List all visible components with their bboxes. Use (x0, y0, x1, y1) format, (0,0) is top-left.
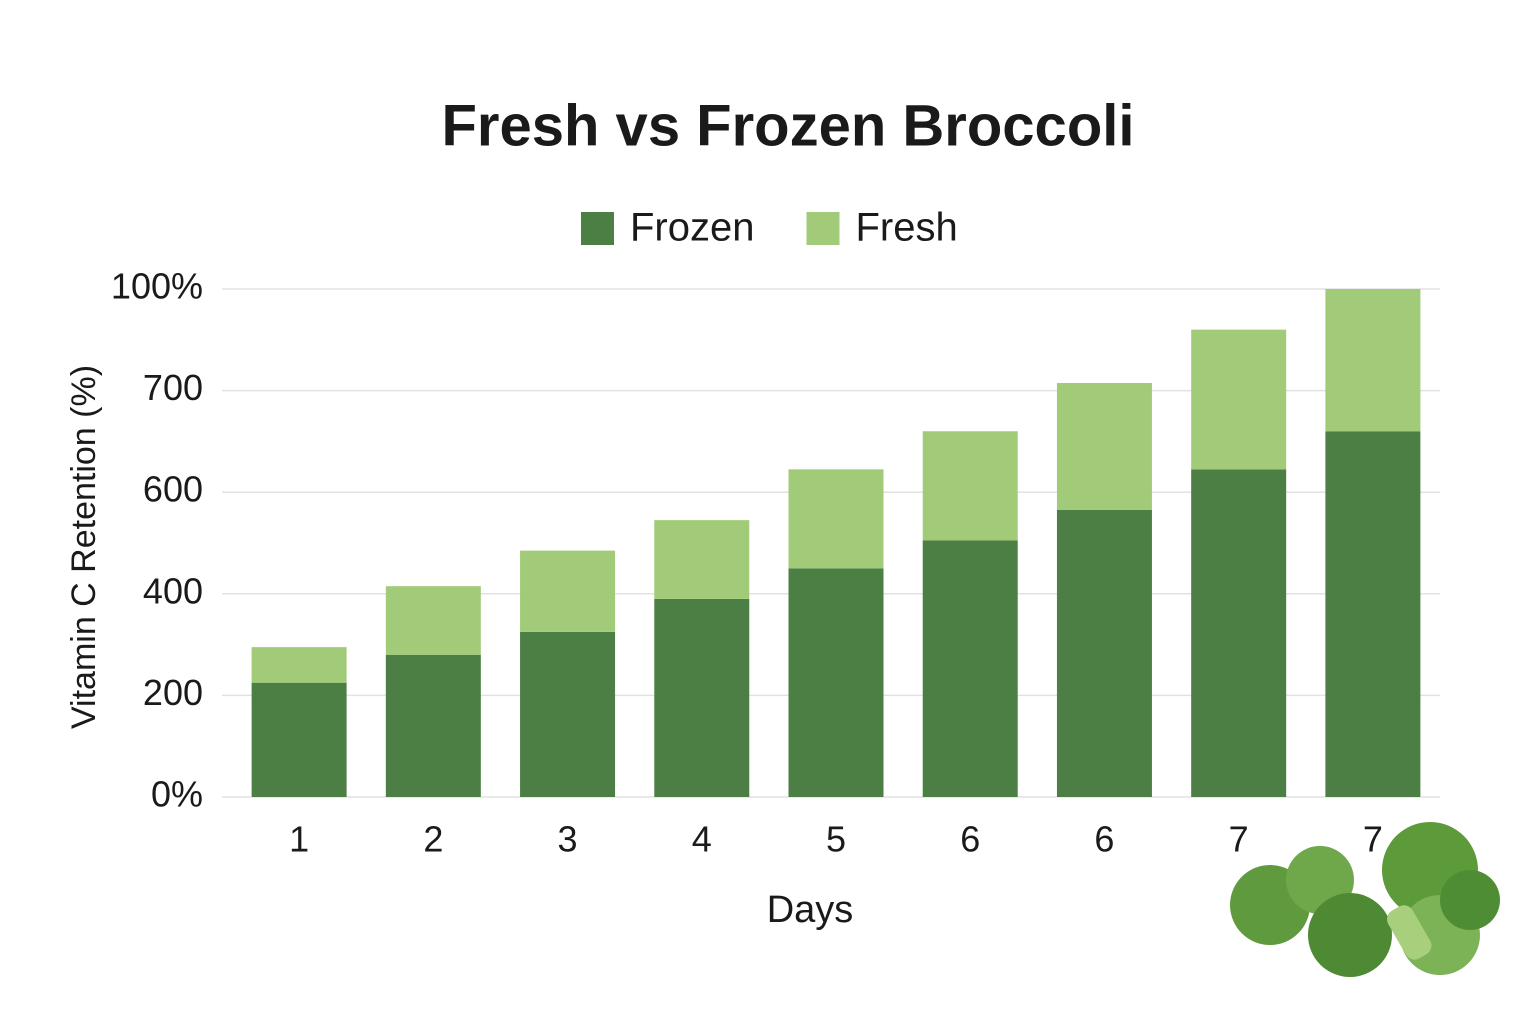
bar-segment (654, 598, 750, 797)
bar-segment (922, 431, 1018, 541)
x-tick-label: 1 (289, 819, 309, 860)
y-tick-label: 0% (151, 774, 203, 815)
legend-swatch (581, 212, 614, 245)
legend-label: Fresh (856, 206, 958, 250)
bar-segment (788, 568, 884, 797)
x-tick-label: 4 (692, 819, 712, 860)
bar-segment (1325, 289, 1421, 432)
bar-segment (385, 654, 481, 797)
bar-segment (922, 540, 1018, 797)
bar-segment (520, 631, 616, 797)
bar-segment (1191, 329, 1287, 470)
x-tick-label: 2 (423, 819, 443, 860)
y-tick-label: 200 (143, 672, 203, 713)
bar-segment (654, 520, 750, 599)
y-tick-label: 100% (111, 266, 203, 307)
bar-segment (1191, 469, 1287, 797)
bar-segment (1325, 431, 1421, 797)
chart-title: Fresh vs Frozen Broccoli (442, 93, 1135, 158)
broccoli-decoration (1230, 822, 1500, 977)
x-tick-label: 6 (1094, 819, 1114, 860)
x-tick-label: 3 (558, 819, 578, 860)
x-tick-label: 6 (960, 819, 980, 860)
bar-segment (520, 550, 616, 632)
y-tick-label: 600 (143, 469, 203, 510)
y-tick-label: 400 (143, 570, 203, 611)
bar-segment (385, 586, 481, 655)
x-tick-label: 7 (1229, 819, 1249, 860)
bar-segment (1056, 509, 1152, 797)
bar-segment (788, 469, 884, 569)
x-tick-label: 7 (1363, 819, 1383, 860)
bar-segment (1056, 382, 1152, 510)
legend-label: Frozen (630, 206, 755, 250)
bar-segment (251, 682, 347, 797)
legend-swatch (806, 212, 840, 245)
bar-segment (251, 647, 347, 683)
x-axis-label: Days (767, 889, 854, 931)
y-tick-label: 700 (143, 367, 203, 408)
y-axis-label: Vitamin C Retention (%) (65, 365, 103, 729)
x-tick-label: 5 (826, 819, 846, 860)
